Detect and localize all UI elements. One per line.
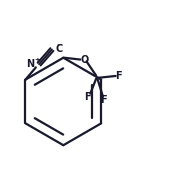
Text: O: O xyxy=(80,55,88,65)
Text: F: F xyxy=(84,92,90,102)
Text: +: + xyxy=(34,57,40,63)
Text: F: F xyxy=(100,95,107,105)
Text: N: N xyxy=(26,59,35,69)
Text: −: − xyxy=(57,42,63,48)
Text: C: C xyxy=(56,44,63,54)
Text: F: F xyxy=(116,71,122,81)
